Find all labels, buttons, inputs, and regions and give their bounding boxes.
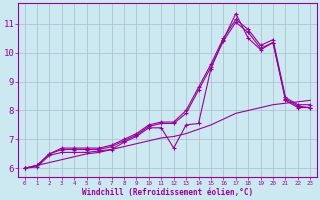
X-axis label: Windchill (Refroidissement éolien,°C): Windchill (Refroidissement éolien,°C) bbox=[82, 188, 253, 197]
